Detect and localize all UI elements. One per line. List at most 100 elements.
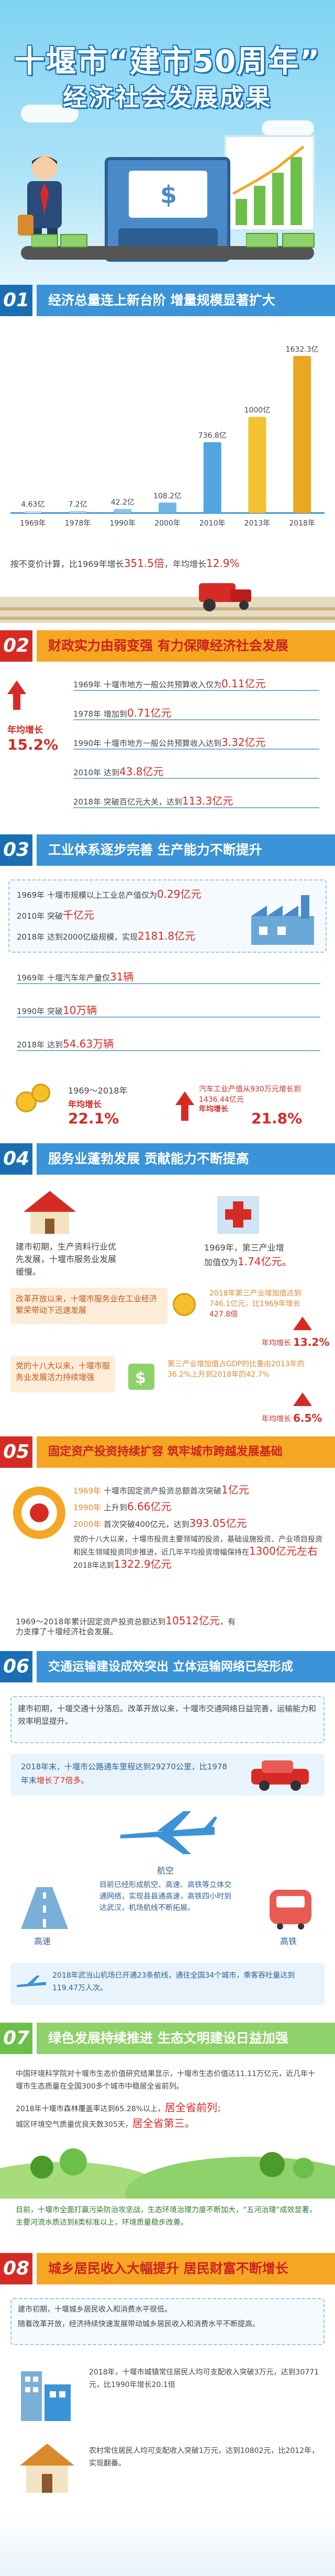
- timeline-row: 1969年 十堰汽车年产量仅31辆: [17, 968, 133, 984]
- section-number: 05: [0, 1436, 32, 1468]
- row-text: 增加到: [103, 709, 127, 719]
- row-year: 2018年: [17, 1040, 47, 1050]
- up-arrow-icon: [7, 681, 26, 694]
- reform-box: [10, 1288, 168, 1324]
- airport-text: 2018年武当山机场已开通23条航线，通往全国34个城市，乘客吞吐量达到119.…: [52, 1971, 295, 1992]
- invest-row-1969: 1969年 十堰市固定资产投资总额首次突破1亿元: [73, 1484, 249, 1496]
- airport-box: [10, 1963, 325, 2005]
- hero-title: 十堰市“建市50周年”: [14, 43, 321, 79]
- money-machine-icon: $: [105, 157, 230, 262]
- gdp-bar-chart: 4.63亿 1969年 7.2亿 1978年 42.2亿 1990年 108.2亿 2000年…: [0, 325, 335, 550]
- train-icon: [270, 1890, 311, 1930]
- up-arrow-stem: [181, 1105, 188, 1121]
- bar-1: [69, 511, 87, 513]
- green-landscape: [0, 2148, 335, 2199]
- growth-chart-icon: [224, 135, 315, 231]
- row-text: 突破: [47, 1007, 63, 1016]
- gdp-note: 按不变价计算，比1969年增长351.5倍，年均增长12.9%: [10, 557, 240, 570]
- cloud-icon: [21, 105, 79, 122]
- airplane-icon: [120, 1811, 217, 1854]
- row-value: 0.29亿元: [157, 888, 202, 900]
- timeline-row: 2010年 达到43.8亿元: [73, 763, 164, 778]
- timeline-row: 2018年 达到2000亿级规模，实现2181.8亿元: [17, 928, 195, 943]
- house-icon: [24, 1191, 76, 1234]
- hero-banner: 十堰市“建市50周年” 经济社会发展成果 $: [0, 0, 335, 293]
- bar-0: [24, 511, 42, 513]
- service-2018-text: 2018年第三产业增加值达到 746.1亿元，比1969年增长 427.8倍: [209, 1289, 302, 1319]
- section-header-06: 06 交通运输建设成效突出 立体运输网络已经形成: [0, 1649, 335, 1685]
- category-label: 1990年: [109, 519, 136, 528]
- timeline-row: 1990年 突破10万辆: [17, 1002, 97, 1017]
- section-title: 财政实力由弱变强 有力保障经济社会发展: [37, 630, 335, 662]
- target-icon: [13, 1487, 65, 1539]
- up-arrow-stem: [13, 694, 20, 710]
- section-number: 02: [0, 630, 32, 662]
- section-title: 绿色发展持续推进 生态文明建设日益加强: [37, 2023, 335, 2054]
- invest-row-1990: 1990年 上升到6.66亿元: [73, 1500, 172, 1513]
- row-divider: [17, 1050, 320, 1051]
- industry-range: 1969～2018年: [68, 1086, 128, 1096]
- row-value: 2181.8亿元: [138, 930, 196, 942]
- money-stack-icon: [31, 234, 87, 248]
- reform-text: 改革开放以来，十堰市服务业在工业经济繁荣带动下迅速发展: [16, 1294, 158, 1315]
- service-1969-text: 1969年，第三产业增 加值仅为1.74亿元。: [204, 1243, 293, 1268]
- row-value: 千亿元: [62, 909, 94, 921]
- row-text: 十堰汽车年产量仅: [47, 973, 110, 983]
- rural-house-icon: [20, 2444, 74, 2493]
- transport-intro-text: 建市初期，十堰交通十分落后。改革开放以来，十堰市交通网络日益完善，运输能力和效率…: [18, 1704, 317, 1726]
- fiscal-growth-value: 15.2%: [7, 736, 59, 753]
- row-value: 31辆: [109, 971, 134, 983]
- section-number: 01: [0, 285, 32, 316]
- fiscal-growth-label: 年均增长: [7, 725, 43, 735]
- farmland-illustration: [0, 583, 335, 623]
- hospital-icon: [217, 1196, 259, 1234]
- up-arrow-icon: [175, 1091, 194, 1105]
- invest-paragraph: 党的十八大以来，十堰市投资主要领域的投资，基础设施投资、产业项目投资和民生领域投…: [73, 1535, 322, 1570]
- invest-cumulative-2: 力支撑了十堰经济社会发展。: [16, 1627, 118, 1636]
- row-year: 2010年: [73, 768, 104, 777]
- row-year: 2018年: [73, 797, 104, 807]
- forest-text: 2018年十堰市森林覆盖率达到65.28%以上，居全省前列；: [16, 2101, 225, 2114]
- section-number: 04: [0, 1143, 32, 1175]
- row-divider: [17, 1017, 320, 1018]
- party-congress-box: [10, 1356, 115, 1392]
- category-label: 1978年: [65, 519, 91, 528]
- conveyor-belt: [21, 246, 314, 260]
- timeline-row: 1990年 十堰市地方一般公共预算收入达到3.32亿元: [73, 734, 266, 749]
- footer-fade: [0, 2513, 335, 2576]
- row-value: 113.3亿元: [182, 795, 233, 807]
- row-divider: [17, 983, 320, 984]
- section-title: 固定资产投资持续扩容 筑牢城市跨越发展基础: [37, 1436, 335, 1468]
- row-year: 1978年: [73, 709, 104, 719]
- rail-label: 高铁: [280, 1936, 297, 1946]
- bar-value-label: 1632.3亿: [286, 345, 319, 354]
- category-label: 1969年: [20, 519, 46, 528]
- section-title: 交通运输建设成效突出 立体运输网络已经形成: [37, 1651, 335, 1682]
- bar-2: [114, 509, 132, 513]
- car-icon: [251, 1760, 309, 1791]
- income-reform-text: 随着改革开放，经济持续快速发展带动城乡居民收入和消费水平不断提高。: [18, 2320, 260, 2328]
- income-intro-box: [10, 2298, 325, 2345]
- row-value: 3.32亿元: [221, 736, 266, 749]
- row-year: 1969年: [17, 890, 47, 900]
- category-label: 2000年: [154, 519, 181, 528]
- invest-cumulative: 1969～2018年累计固定资产投资总额达到10512亿元，有: [16, 1614, 236, 1627]
- row-divider: [73, 719, 319, 720]
- row-divider: [73, 749, 319, 750]
- row-text: 突破: [47, 911, 63, 921]
- category-label: 2010年: [199, 519, 226, 528]
- section-header-08: 08 城乡居民收入大幅提升 居民财富不断增长: [0, 2251, 335, 2287]
- air-label: 航空: [157, 1866, 174, 1876]
- section-header-07: 07 绿色发展持续推进 生态文明建设日益加强: [0, 2021, 335, 2056]
- income-early-text: 建市初期，十堰城乡居民收入和消费水平很低。: [18, 2305, 172, 2314]
- row-divider: [73, 807, 319, 808]
- service-growth-value-2: 6.5%: [293, 1412, 322, 1424]
- row-text: 十堰市规模以上工业总产值仅为: [47, 890, 157, 900]
- row-value: 0.11亿元: [221, 677, 266, 690]
- section-number: 07: [0, 2023, 32, 2054]
- service-early-text: 建市初期，生产资料行业优先发展，十堰市服务业发展缓慢。: [16, 1242, 117, 1277]
- party-congress-text: 党的十八大以来，十堰市服务业发展活力持续增强: [16, 1361, 110, 1382]
- section-title: 城乡居民收入大幅提升 居民财富不断增长: [37, 2253, 335, 2284]
- bar-value-label: 1000亿: [244, 406, 271, 415]
